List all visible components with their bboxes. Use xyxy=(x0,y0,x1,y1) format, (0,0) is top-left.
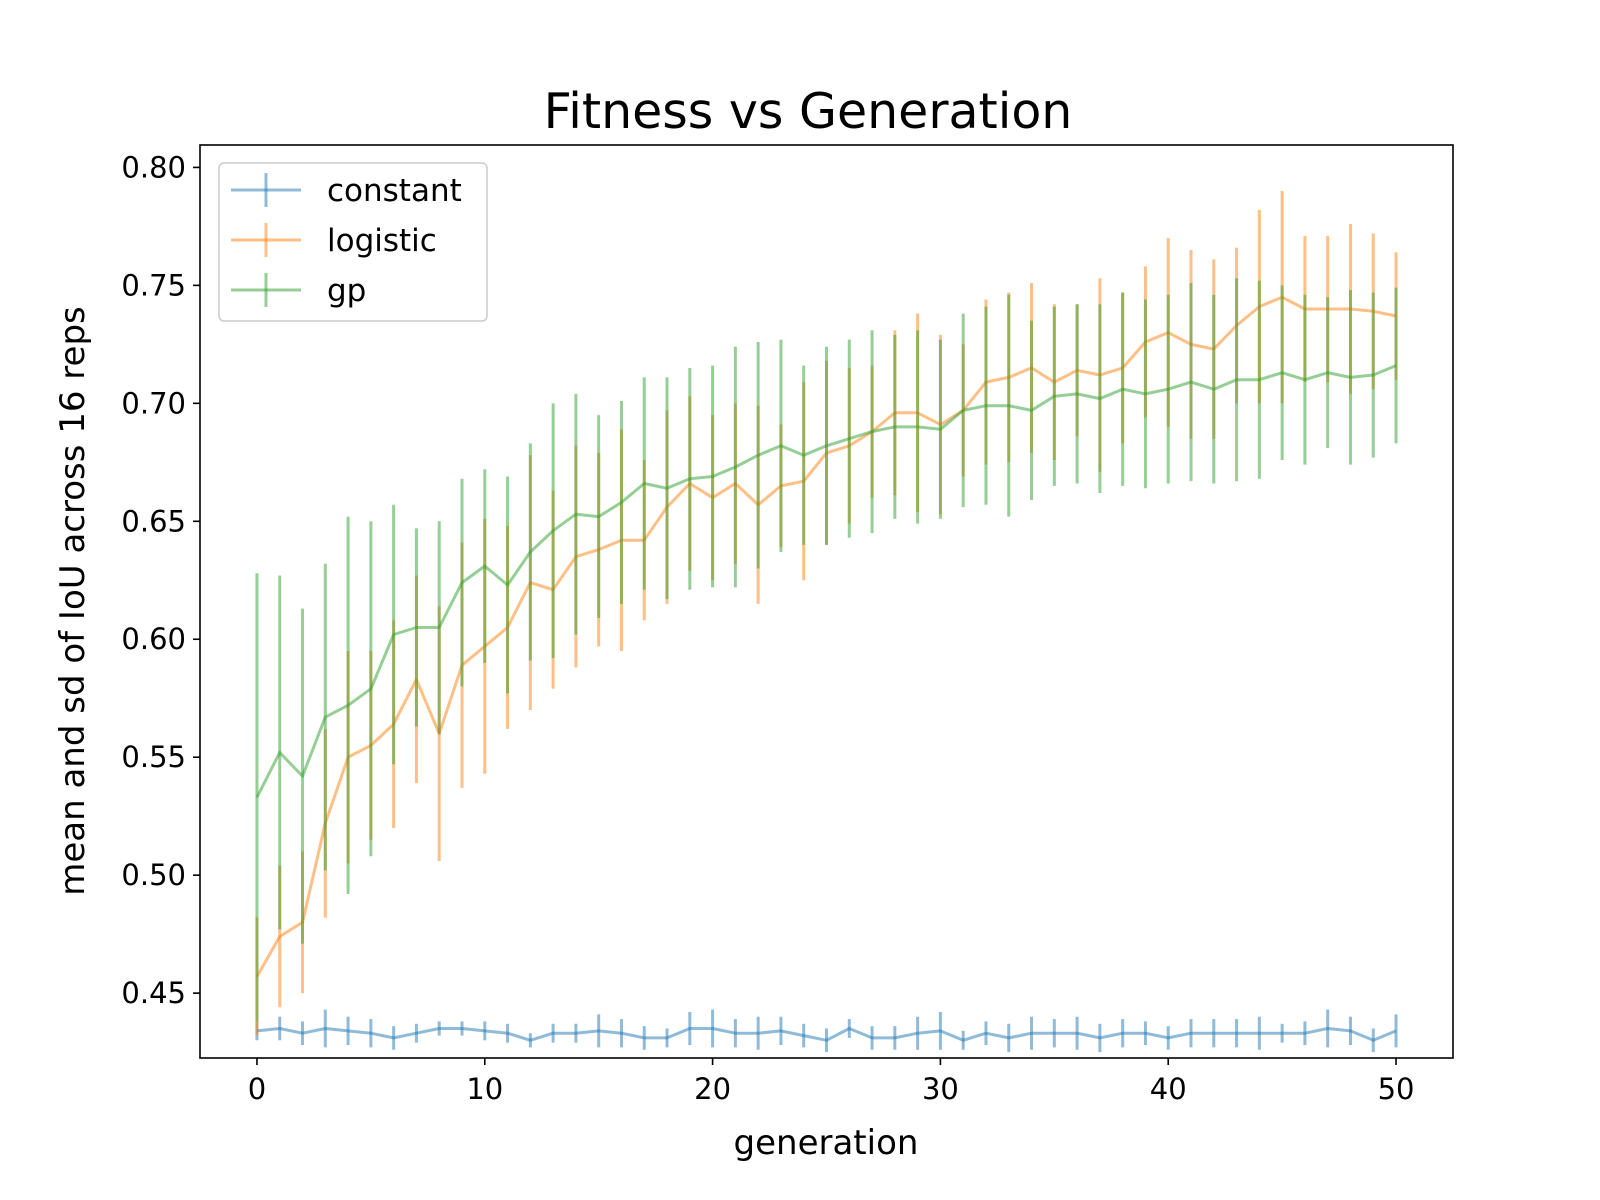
x-axis-title: generation xyxy=(734,1123,919,1163)
x-tick-label: 30 xyxy=(922,1072,959,1106)
series-gp xyxy=(255,278,1398,1022)
x-tick-label: 10 xyxy=(466,1072,503,1106)
legend-label: gp xyxy=(327,273,366,309)
legend-item-logistic: logistic xyxy=(231,223,437,259)
y-tick-label: 0.45 xyxy=(121,976,186,1010)
plot-frame xyxy=(199,144,1454,1059)
legend-frame xyxy=(218,162,488,322)
chart-title: Fitness vs Generation xyxy=(544,83,1073,140)
legend: constant logistic gp xyxy=(218,162,488,322)
series-constant xyxy=(255,1009,1398,1053)
series-line-constant xyxy=(256,1027,1397,1042)
y-tick-label: 0.70 xyxy=(121,386,186,420)
y-tick-label: 0.50 xyxy=(121,858,186,892)
x-axis: 0 10 20 30 40 50 xyxy=(248,1058,1415,1106)
legend-item-constant: constant xyxy=(231,173,462,209)
x-tick-label: 40 xyxy=(1150,1072,1187,1106)
series-line-gp xyxy=(255,364,1397,798)
plot-data xyxy=(255,191,1398,1053)
x-tick-label: 50 xyxy=(1378,1072,1415,1106)
y-tick-label: 0.60 xyxy=(121,622,186,656)
y-tick-label: 0.55 xyxy=(121,740,186,774)
legend-label: logistic xyxy=(327,223,437,259)
legend-label: constant xyxy=(327,173,462,209)
x-tick-label: 20 xyxy=(694,1072,731,1106)
y-tick-label: 0.80 xyxy=(121,150,186,184)
y-axis: 0.45 0.50 0.55 0.60 0.65 0.70 0.75 0.80 xyxy=(121,150,200,1010)
legend-item-gp: gp xyxy=(231,273,366,309)
y-tick-label: 0.65 xyxy=(121,504,186,538)
x-tick-label: 0 xyxy=(248,1072,266,1106)
y-axis-title: mean and sd of IoU across 16 reps xyxy=(53,306,93,896)
y-tick-label: 0.75 xyxy=(121,268,186,302)
